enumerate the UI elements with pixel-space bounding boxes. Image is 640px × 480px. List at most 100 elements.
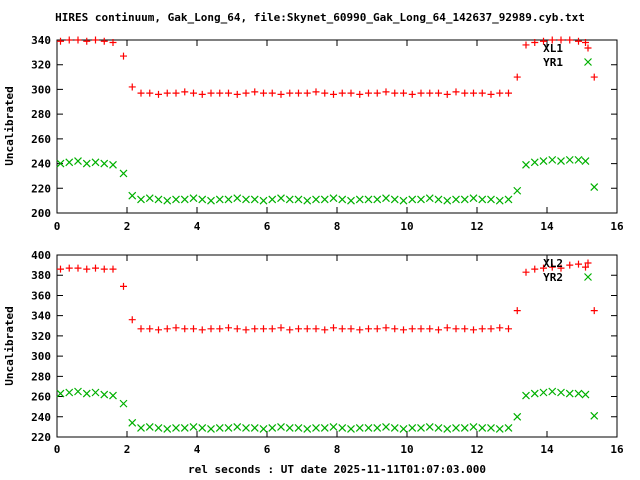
data-point: [460, 195, 469, 204]
series-XL2: [57, 260, 598, 334]
data-point: [119, 169, 128, 178]
data-point: [137, 423, 145, 432]
data-point: [548, 155, 557, 164]
data-point: [347, 325, 355, 333]
data-point: [233, 194, 242, 203]
data-point: [163, 196, 172, 205]
data-point: [390, 195, 399, 204]
legend-label-XL2: XL2: [543, 257, 563, 270]
data-point: [100, 390, 109, 399]
data-point: [347, 196, 355, 205]
chart-title: HIRES continuum, Gak_Long_64, file:Skyne…: [55, 11, 585, 24]
data-point: [557, 264, 565, 272]
data-point: [338, 89, 346, 97]
data-point: [469, 422, 478, 431]
data-point: [180, 423, 189, 432]
data-point: [329, 194, 338, 203]
data-point: [224, 423, 233, 432]
data-point: [215, 423, 224, 432]
data-point: [469, 194, 478, 203]
data-point: [373, 89, 381, 97]
data-point: [312, 325, 320, 333]
series-YR1: [56, 155, 599, 205]
data-point: [83, 37, 91, 45]
data-point: [155, 326, 162, 334]
data-point: [581, 390, 590, 399]
data-point: [565, 389, 574, 398]
data-point: [460, 423, 469, 432]
data-point: [590, 183, 599, 191]
data-point: [478, 89, 486, 97]
data-point: [294, 423, 303, 432]
data-point: [522, 391, 530, 400]
y-tick-label: 260: [31, 133, 51, 146]
x-axis-label: rel seconds : UT date 2025-11-11T01:07:0…: [188, 463, 486, 476]
data-point: [74, 36, 82, 44]
data-point: [496, 324, 504, 332]
data-point: [207, 424, 215, 433]
data-point: [522, 160, 530, 169]
data-point: [425, 194, 434, 203]
data-point: [277, 422, 285, 431]
data-point: [109, 38, 117, 46]
data-point: [82, 159, 91, 168]
data-point: [295, 89, 302, 97]
data-point: [146, 89, 154, 97]
data-point: [530, 158, 539, 167]
data-point: [540, 264, 547, 272]
data-point: [83, 265, 91, 273]
data-point: [198, 423, 207, 432]
data-point: [163, 325, 171, 333]
data-point: [513, 412, 522, 421]
data-point: [487, 90, 495, 98]
plot-border: [56, 254, 618, 438]
y-tick-label: 280: [31, 108, 51, 121]
data-point: [312, 88, 320, 96]
y-tick-label: 240: [31, 158, 51, 171]
data-point: [56, 389, 65, 398]
data-point: [268, 325, 276, 333]
data-point: [434, 423, 443, 432]
data-point: [233, 90, 241, 98]
data-point: [277, 194, 285, 203]
data-point: [259, 196, 268, 205]
x-tick-label: 14: [540, 220, 554, 233]
data-point: [478, 423, 487, 432]
data-point: [408, 90, 416, 98]
x-tick-label: 0: [54, 443, 61, 456]
data-point: [268, 423, 277, 432]
data-point: [154, 423, 163, 432]
x-tick-label: 8: [334, 443, 341, 456]
data-point: [74, 157, 82, 166]
y-tick-label: 380: [31, 269, 51, 282]
data-point: [321, 89, 329, 97]
data-point: [74, 387, 82, 396]
data-point: [487, 423, 495, 432]
y-tick-label: 200: [31, 207, 51, 220]
data-point: [373, 325, 381, 333]
data-point: [399, 196, 408, 205]
y-tick-label: 300: [31, 350, 51, 363]
legend-marker-YR2: [584, 273, 592, 281]
data-point: [145, 194, 154, 203]
data-point: [443, 324, 451, 332]
data-point: [137, 195, 145, 204]
data-point: [286, 89, 294, 97]
y-tick-label: 220: [31, 182, 51, 195]
data-point: [268, 195, 277, 204]
series-XL1: [57, 36, 598, 98]
legend-marker-YR1: [584, 58, 592, 66]
data-point: [128, 418, 137, 427]
data-point: [181, 325, 189, 333]
data-point: [408, 195, 417, 204]
y-tick-label: 340: [31, 310, 51, 323]
data-point: [557, 36, 565, 44]
data-point: [329, 422, 338, 431]
data-point: [452, 423, 460, 432]
data-point: [180, 195, 189, 204]
data-point: [382, 324, 390, 332]
data-point: [565, 155, 574, 164]
data-point: [382, 88, 390, 96]
data-point: [400, 89, 407, 97]
